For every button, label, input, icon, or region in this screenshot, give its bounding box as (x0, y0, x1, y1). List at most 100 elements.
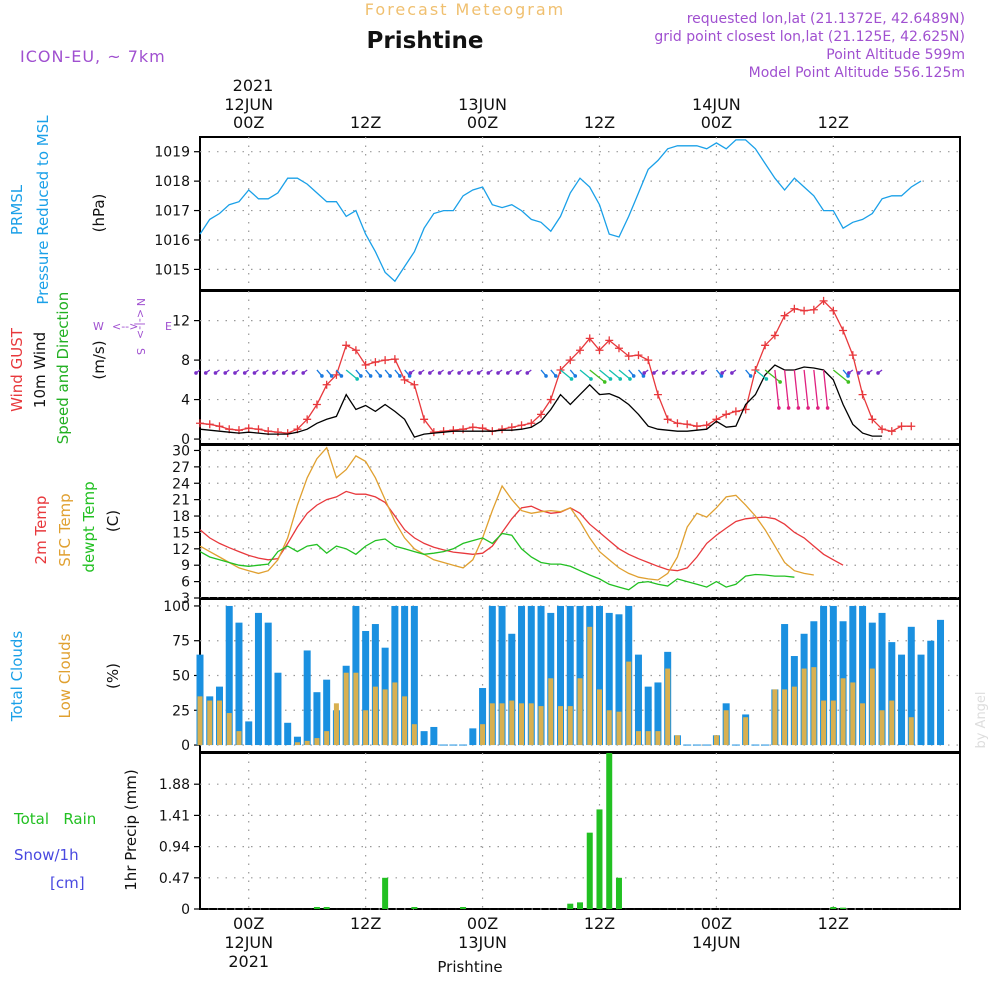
wind-direction-arrowhead (496, 371, 500, 375)
gust-series-marker (390, 355, 399, 364)
total-cloud-bar (469, 728, 477, 746)
wind-direction-arrowhead (796, 406, 801, 410)
clouds-tick-label: 50 (172, 669, 190, 685)
top-year-label: 2021 (233, 76, 274, 95)
total-cloud-bar (566, 605, 574, 746)
wind-direction-arrowhead (681, 371, 685, 375)
wind-direction-arrowhead (505, 371, 510, 375)
temp-tick-label: 12 (172, 542, 190, 558)
low-cloud-bar (908, 717, 914, 746)
label-prmsl: PRMSL (8, 184, 26, 235)
clouds-tick-label: 100 (163, 599, 190, 615)
grid-coords: grid point closest lon,lat (21.125E, 42.… (654, 29, 965, 45)
gust-series-marker (731, 407, 740, 416)
pressure-tick-label: 1018 (154, 174, 190, 190)
pressure-panel: 1015 1016 1017 1018 1019 (154, 136, 961, 291)
label-10m-wind: 10m Wind (31, 332, 49, 408)
pressure-tick-label: 1015 (154, 262, 190, 278)
footer-place: Prishtine (437, 958, 502, 976)
gust-series-marker (624, 352, 633, 361)
rain-bar (586, 832, 593, 909)
low-cloud-bar (489, 703, 495, 746)
pressure-tick-label: 1016 (154, 233, 190, 249)
low-cloud-bar (772, 689, 778, 746)
gust-series-marker (303, 415, 312, 424)
total-cloud-bar (264, 622, 272, 746)
wind-direction-arrowhead (730, 371, 734, 375)
pressure-tick-label: 1017 (154, 204, 190, 220)
label-ms: (m/s) (90, 340, 108, 379)
temp-tick-label: 15 (172, 525, 190, 541)
total-cloud-bar (615, 614, 623, 746)
gust-series-marker (858, 390, 867, 399)
gust-series-marker (332, 370, 341, 379)
wind-direction-arrowhead (628, 377, 632, 381)
rain-bar (313, 907, 320, 909)
total-cloud-bar (907, 626, 915, 746)
total-cloud-bar (313, 692, 321, 746)
gust-series-marker (770, 331, 779, 340)
gust-series-marker (420, 415, 429, 424)
gust-series-marker (215, 422, 224, 431)
low-cloud-bar (480, 724, 486, 746)
sfc-temp-series (199, 446, 814, 581)
total-cloud-bar (888, 642, 896, 746)
wind-direction-arrowhead (515, 371, 520, 375)
label-hpa: (hPa) (90, 194, 108, 233)
wind-direction-arrow (608, 369, 621, 380)
gust-series-marker (605, 336, 614, 345)
gust-series-marker (683, 420, 692, 429)
temp-tick-label: 18 (172, 509, 190, 525)
total-cloud-bar (634, 654, 642, 746)
rain-bar (323, 907, 330, 909)
total-cloud-bar (527, 605, 535, 746)
low-cloud-bar (402, 696, 408, 746)
wind-direction-arrowhead (573, 374, 578, 378)
rain-bar (596, 809, 603, 909)
low-cloud-bar (324, 731, 330, 746)
wind-panel: 0 4 8 12 (172, 290, 961, 448)
wind-direction-arrowhead (378, 374, 383, 378)
temp-tick-label: 30 (172, 443, 190, 459)
rain-bar (606, 753, 613, 909)
wind-direction-arrowhead (242, 371, 247, 375)
pressure-tick-label: 1019 (154, 145, 190, 161)
temp-tick-label: 27 (172, 460, 190, 476)
total-cloud-bar (518, 605, 526, 746)
wind-direction-arrowhead (418, 371, 422, 375)
bottom-time-label: 00Z (233, 914, 264, 933)
total-cloud-bar (849, 605, 857, 746)
gust-series-marker (361, 361, 370, 370)
label-speed-direction: Speed and Direction (54, 292, 72, 445)
wind-direction-arrowhead (569, 377, 574, 381)
gust-series-marker (381, 356, 390, 365)
wind-direction-arrow (764, 369, 781, 383)
pressure-series (199, 139, 922, 283)
gust-series-marker (819, 296, 828, 305)
low-cloud-bar (665, 668, 671, 746)
wind-direction-arrowhead (525, 371, 530, 375)
wind-direction-arrowhead (661, 371, 666, 375)
wind-direction-arrowhead (602, 380, 607, 384)
low-cloud-bar (304, 740, 310, 746)
precip-frame (199, 752, 961, 910)
low-cloud-bar (655, 731, 661, 746)
total-cloud-bar (420, 731, 428, 746)
low-cloud-bar (294, 742, 300, 746)
low-cloud-bar (528, 703, 534, 746)
low-cloud-bar (674, 735, 680, 746)
gust-series-marker (878, 425, 887, 434)
low-cloud-bar (821, 700, 827, 746)
dewpt-series (199, 532, 795, 591)
total-cloud-bar (235, 622, 243, 746)
gust-series-marker (400, 375, 409, 384)
low-cloud-bar (558, 706, 564, 746)
top-time-label: 12Z (818, 113, 849, 132)
rain-bar (460, 907, 467, 909)
total-cloud-bar (245, 721, 253, 746)
total-cloud-bar (644, 686, 652, 746)
wind-direction-arrowhead (719, 374, 724, 378)
wind-direction-arrowhead (816, 406, 820, 410)
